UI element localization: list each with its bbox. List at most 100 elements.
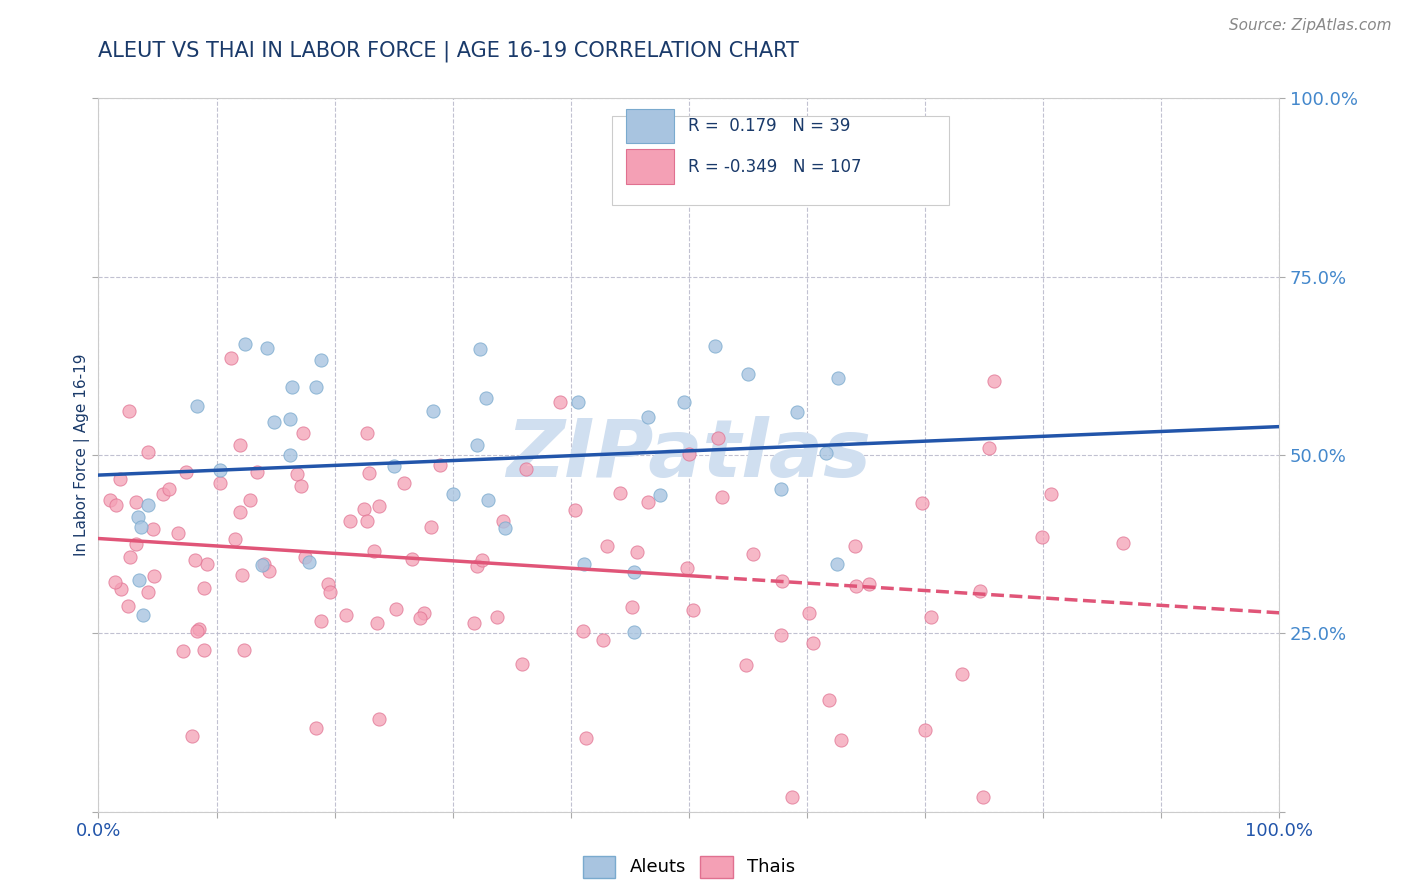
Point [357,466,380,480]
Point [494,521,516,535]
Point [193,643,215,657]
Point [769,482,792,496]
Point [142,569,165,583]
Point [817,693,839,707]
Point [972,790,994,805]
Point [98,493,121,508]
Point [246,465,269,479]
Point [467,438,489,452]
Point [250,558,273,573]
Point [142,522,165,536]
Point [221,351,243,365]
Point [136,499,159,513]
Point [620,600,643,615]
Point [911,495,934,509]
Point [127,510,149,524]
Point [1112,535,1135,549]
Point [208,476,231,491]
Bar [612,116,949,205]
Point [673,395,696,409]
Point [682,603,704,617]
Point [952,667,974,681]
Point [278,412,301,426]
Point [574,558,596,572]
Point [441,487,464,501]
Point [574,731,596,745]
Point [180,729,202,743]
Legend: Aleuts, Thais: Aleuts, Thais [575,848,803,885]
Point [1039,487,1062,501]
Point [596,539,619,553]
Point [188,622,211,636]
Point [983,375,1005,389]
Point [858,576,880,591]
Point [801,636,824,650]
Point [239,493,262,508]
Point [623,625,645,640]
Point [136,445,159,459]
Bar [626,109,673,143]
Point [845,579,868,593]
Point [335,607,357,622]
Point [703,339,725,353]
Point [572,624,595,638]
Point [815,446,838,460]
Point [512,657,534,672]
Point [626,545,648,559]
Point [166,525,188,540]
Point [782,790,804,805]
Point [298,555,321,569]
Point [564,503,586,517]
Point [233,643,256,657]
Point [197,557,219,571]
Point [309,352,332,367]
Point [285,467,308,482]
Point [363,544,385,558]
Point [676,561,699,575]
Point [186,624,208,638]
Point [356,514,378,528]
Point [228,438,250,452]
Point [263,415,285,429]
Point [468,342,491,356]
Point [382,459,405,474]
Point [477,492,499,507]
Point [366,615,388,630]
Point [186,399,208,413]
Point [110,582,132,597]
Point [104,574,127,589]
Point [120,549,142,564]
Point [914,723,936,737]
Text: ALEUT VS THAI IN LABOR FORCE | AGE 16-19 CORRELATION CHART: ALEUT VS THAI IN LABOR FORCE | AGE 16-19… [98,41,799,62]
Point [474,392,496,406]
Point [184,552,207,566]
Point [105,498,128,512]
Y-axis label: In Labor Force | Age 16-19: In Labor Force | Age 16-19 [73,353,90,557]
Point [231,568,253,582]
Point [827,557,849,571]
Point [392,475,415,490]
Point [224,532,246,546]
Point [422,404,444,418]
Point [108,471,131,485]
Point [548,395,571,409]
Point [128,573,150,587]
Bar [626,150,673,184]
Point [515,462,537,476]
Point [385,602,408,616]
Point [132,607,155,622]
Text: R =  0.179   N = 39: R = 0.179 N = 39 [688,117,851,135]
Text: ZIPatlas: ZIPatlas [506,416,872,494]
Point [742,547,765,561]
Point [290,479,312,493]
Point [609,486,631,500]
Point [650,488,672,502]
Point [233,336,256,351]
Point [367,712,389,726]
Point [797,606,820,620]
Point [172,644,194,658]
Point [174,465,197,479]
Point [471,553,494,567]
Text: Source: ZipAtlas.com: Source: ZipAtlas.com [1229,18,1392,33]
Point [844,539,866,553]
